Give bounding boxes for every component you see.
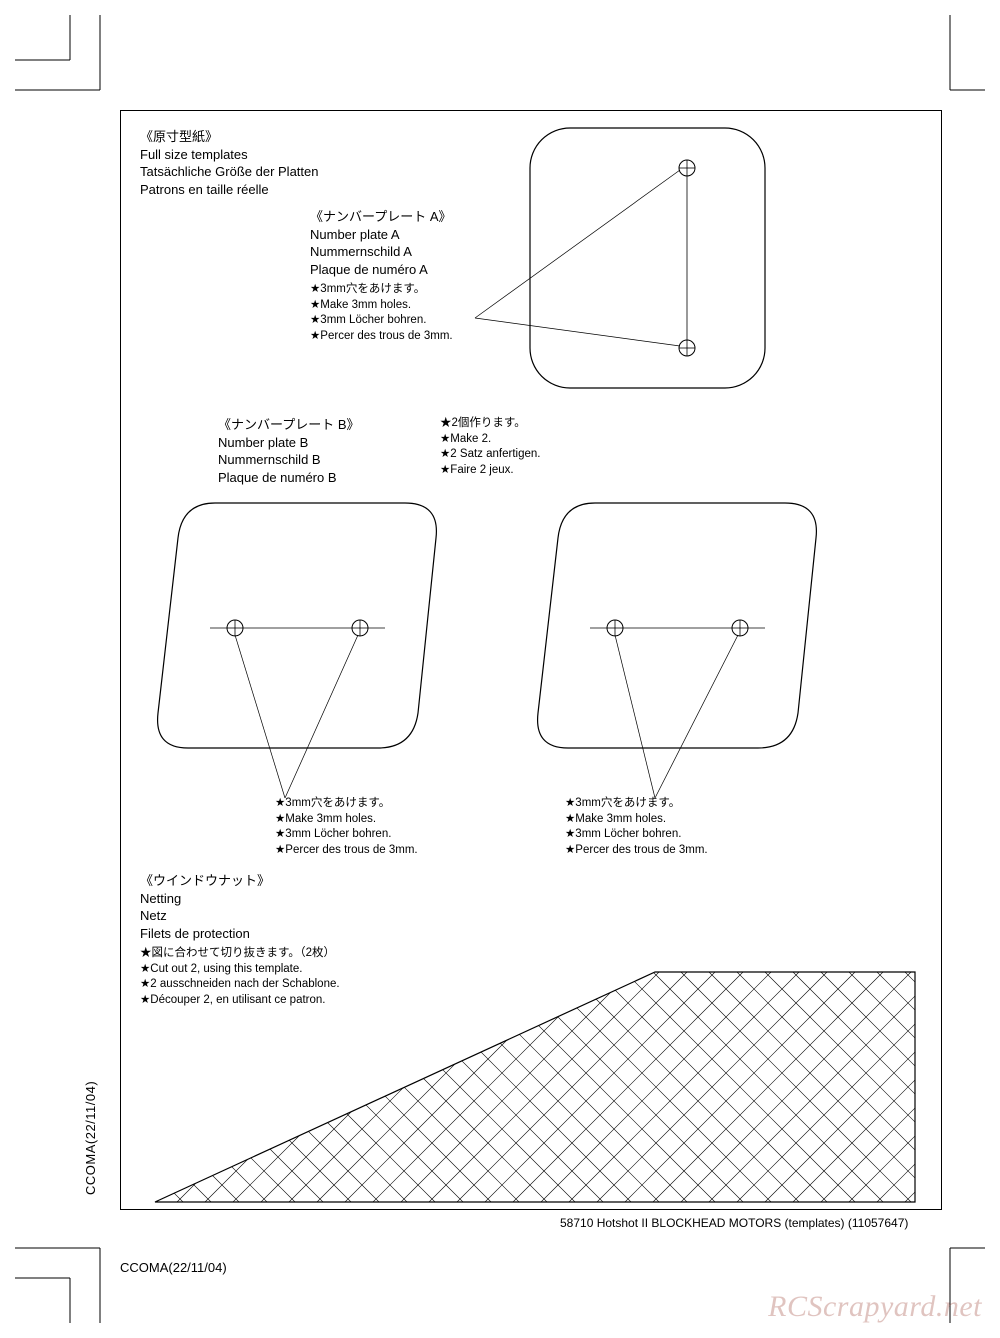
plate-b-make2-en: ★Make 2.: [440, 432, 540, 448]
watermark: RCScrapyard.net: [768, 1290, 982, 1324]
plate-a-note-jp: ★3mm穴をあけます。: [310, 282, 453, 298]
plate-a-jp: 《ナンバープレート A》: [310, 208, 452, 226]
header-de: Tatsächliche Größe der Platten: [140, 163, 318, 181]
netting-de: Netz: [140, 907, 270, 925]
netting-shape: [155, 972, 935, 1212]
plate-a-de: Nummernschild A: [310, 243, 452, 261]
netting-en: Netting: [140, 890, 270, 908]
plate-b-de: Nummernschild B: [218, 451, 360, 469]
plate-a-note-de: ★3mm Löcher bohren.: [310, 313, 453, 329]
header-block: 《原寸型紙》 Full size templates Tatsächliche …: [140, 128, 318, 198]
plate-b-en: Number plate B: [218, 434, 360, 452]
plate-b-make2-de: ★2 Satz anfertigen.: [440, 447, 540, 463]
bottom-code: CCOMA(22/11/04): [120, 1260, 227, 1275]
plate-b-fr: Plaque de numéro B: [218, 469, 360, 487]
netting-jp: 《ウインドウナット》: [140, 872, 270, 890]
plate-a-fr: Plaque de numéro A: [310, 261, 452, 279]
footer-product: 58710 Hotshot II BLOCKHEAD MOTORS (templ…: [560, 1216, 908, 1230]
plate-b-note-left: ★3mm穴をあけます。 ★Make 3mm holes. ★3mm Löcher…: [275, 796, 418, 858]
netting-fr: Filets de protection: [140, 925, 270, 943]
header-en: Full size templates: [140, 146, 318, 164]
plate-a-note-fr: ★Percer des trous de 3mm.: [310, 329, 453, 345]
plate-b-make2-fr: ★Faire 2 jeux.: [440, 463, 540, 479]
plate-a-label-block: 《ナンバープレート A》 Number plate A Nummernschil…: [310, 208, 452, 278]
plate-a-shape: [530, 128, 830, 428]
plate-b-note-right: ★3mm穴をあけます。 ★Make 3mm holes. ★3mm Löcher…: [565, 796, 708, 858]
plate-a-note-en: ★Make 3mm holes.: [310, 298, 453, 314]
plate-a-note-block: ★3mm穴をあけます。 ★Make 3mm holes. ★3mm Löcher…: [310, 282, 453, 344]
plate-a-en: Number plate A: [310, 226, 452, 244]
header-fr: Patrons en taille réelle: [140, 181, 318, 199]
plate-b-make2-block: ★2個作ります。 ★Make 2. ★2 Satz anfertigen. ★F…: [440, 416, 540, 478]
side-code: CCOMA(22/11/04): [83, 1081, 98, 1195]
header-jp: 《原寸型紙》: [140, 128, 318, 146]
plate-b-jp: 《ナンバープレート B》: [218, 416, 360, 434]
plate-b-make2-jp: ★2個作ります。: [440, 416, 540, 432]
netting-label-block: 《ウインドウナット》 Netting Netz Filets de protec…: [140, 872, 270, 942]
plate-b-label-block: 《ナンバープレート B》 Number plate B Nummernschil…: [218, 416, 360, 486]
